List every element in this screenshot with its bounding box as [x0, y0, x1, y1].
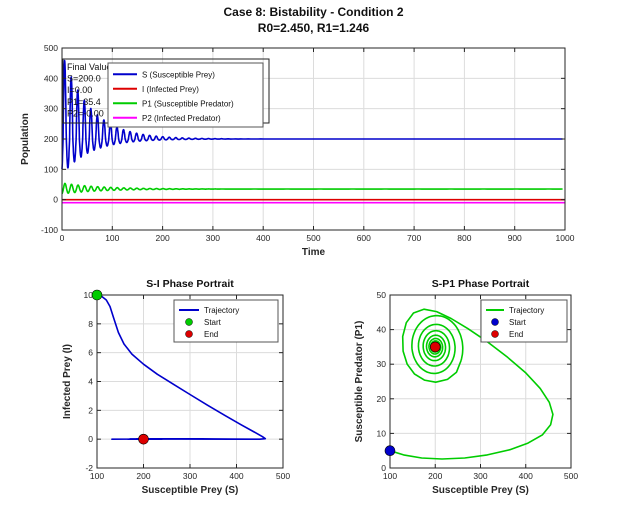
- x-tick-label: 200: [156, 233, 170, 243]
- legend-label: P1 (Susceptible Predator): [142, 99, 234, 108]
- x-tick-label: 200: [136, 471, 150, 481]
- legend-label: Trajectory: [509, 306, 544, 315]
- final-values-text: S=200.0: [67, 74, 101, 84]
- x-tick-label: 300: [183, 471, 197, 481]
- final-values-text: Final Values:: [67, 62, 118, 72]
- timeseries-chart: 0 100 200 300 400 500 600 700 800 900 1000-1000100…: [20, 43, 575, 258]
- legend-label: End: [509, 330, 523, 339]
- y-tick-label: 8: [88, 319, 93, 329]
- x-tick-label: 100: [383, 471, 397, 481]
- y-tick-label: 10: [377, 428, 387, 438]
- x-tick-label: 800: [457, 233, 471, 243]
- y-tick-label: 6: [88, 348, 93, 358]
- sp1-phase-chart: 100 200 300 400 500 0 10 20 30 40 50 Susceptible Pr…: [354, 278, 578, 496]
- x-tick-label: 100: [90, 471, 104, 481]
- legend-label: Start: [204, 318, 222, 327]
- x-tick-label: 100: [105, 233, 119, 243]
- x-tick-label: 900: [508, 233, 522, 243]
- y-tick-label: -100: [41, 225, 58, 235]
- y-tick-label: 100: [44, 164, 58, 174]
- x-tick-label: 400: [256, 233, 270, 243]
- y-tick-label: 2: [88, 405, 93, 415]
- legend-marker-End: [185, 330, 193, 338]
- y-tick-label: 10: [84, 290, 94, 300]
- legend-label: S (Susceptible Prey): [142, 70, 215, 79]
- y-tick-label: 4: [88, 377, 93, 387]
- x-tick-label: 500: [564, 471, 578, 481]
- end-marker: [138, 433, 149, 445]
- sp1-phase-xlabel: Susceptible Prey (S): [432, 485, 529, 496]
- legend-label: Trajectory: [204, 306, 239, 315]
- y-tick-label: 500: [44, 43, 58, 53]
- sp1-phase-title: S-P1 Phase Portrait: [432, 278, 530, 290]
- timeseries-legend-box: [107, 62, 264, 128]
- si-phase-title: S-I Phase Portrait: [146, 278, 234, 290]
- final-values-text: P2=-0.00: [67, 108, 104, 118]
- x-tick-label: 600: [357, 233, 371, 243]
- end-marker: [429, 341, 441, 353]
- start-marker: [384, 445, 396, 457]
- x-tick-label: 200: [428, 471, 442, 481]
- start-marker: [91, 289, 103, 301]
- legend-marker-End: [491, 330, 499, 338]
- si-phase-chart: 100 200 300 400 500 -2 0 2 4 6 8 10 Susceptible Prey…: [62, 278, 290, 496]
- x-tick-label: 1000: [556, 233, 575, 243]
- figure-subtitle: R0=2.450, R1=1.246: [257, 21, 370, 35]
- x-tick-label: 400: [229, 471, 243, 481]
- y-tick-label: 0: [53, 195, 58, 205]
- x-tick-label: 700: [407, 233, 421, 243]
- y-tick-label: 0: [88, 434, 93, 444]
- y-tick-label: 20: [377, 394, 387, 404]
- legend-label: I (Infected Prey): [142, 85, 199, 94]
- figure-title: Case 8: Bistability - Condition 2: [223, 5, 404, 19]
- final-values-text: P1=35.4: [67, 97, 101, 107]
- x-tick-label: 400: [519, 471, 533, 481]
- y-tick-label: 200: [44, 134, 58, 144]
- y-tick-label: 30: [377, 359, 387, 369]
- si-phase-xlabel: Susceptible Prey (S): [142, 485, 239, 496]
- legend-label: End: [204, 330, 218, 339]
- y-tick-label: 400: [44, 73, 58, 83]
- timeseries-xlabel: Time: [302, 247, 326, 258]
- y-tick-label: 40: [377, 325, 387, 335]
- y-tick-label: 0: [381, 463, 386, 473]
- si-phase-ylabel: Infected Prey (I): [62, 344, 73, 419]
- series-P1 (Susceptible Predator): [61, 182, 563, 195]
- y-tick-label: 300: [44, 104, 58, 114]
- y-tick-label: 50: [377, 290, 387, 300]
- final-values-text: I=0.00: [67, 85, 92, 95]
- y-tick-label: -2: [85, 463, 93, 473]
- timeseries-ylabel: Population: [20, 113, 31, 165]
- series-Trajectory: [96, 294, 267, 440]
- x-tick-label: 300: [473, 471, 487, 481]
- legend-label: P2 (Infected Predator): [142, 114, 221, 123]
- legend-label: Start: [509, 318, 527, 327]
- x-tick-label: 300: [206, 233, 220, 243]
- x-tick-label: 500: [276, 471, 290, 481]
- series-S (Susceptible Prey): [61, 59, 563, 170]
- legend-marker-Start: [185, 318, 193, 326]
- legend-marker-Start: [491, 318, 499, 326]
- x-tick-label: 0: [60, 233, 65, 243]
- sp1-phase-ylabel: Susceptible Predator (P1): [354, 321, 365, 443]
- x-tick-label: 500: [306, 233, 320, 243]
